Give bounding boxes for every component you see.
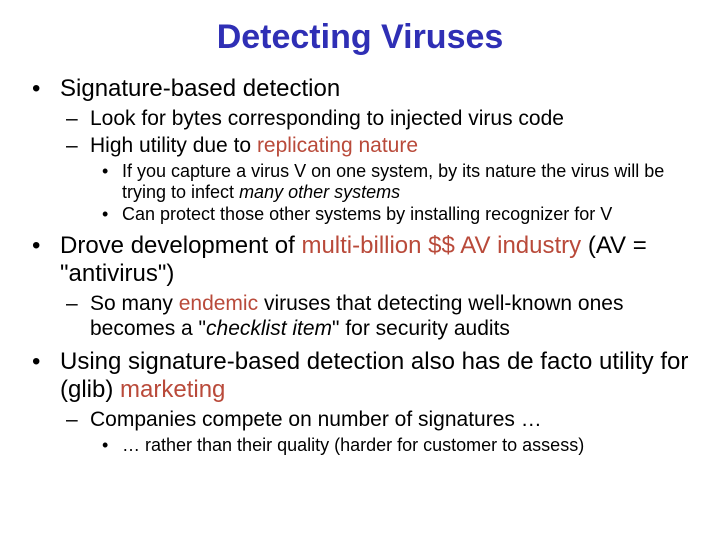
bullet-sublist: •If you capture a virus V on one system,… <box>30 161 690 226</box>
bullet-sublist: –Companies compete on number of signatur… <box>30 408 690 456</box>
bullet-mark: • <box>102 161 122 182</box>
accent-text: multi-billion $$ AV industry <box>301 232 581 259</box>
bullet-text: Companies compete on number of signature… <box>90 408 690 433</box>
bullet-text: If you capture a virus V on one system, … <box>122 161 690 203</box>
slide-title: Detecting Viruses <box>30 18 690 57</box>
bullet-list: •Signature-based detection–Look for byte… <box>30 75 690 456</box>
accent-text: replicating nature <box>257 134 418 157</box>
bullet-text: Can protect those other systems by insta… <box>122 204 690 225</box>
bullet-mark: – <box>66 408 90 433</box>
bullet-l3: •… rather than their quality (harder for… <box>30 435 690 456</box>
text-run: Can protect those other systems by insta… <box>122 204 612 224</box>
bullet-mark: • <box>102 204 122 225</box>
text-run: Signature-based detection <box>60 75 340 102</box>
bullet-l2: –Companies compete on number of signatur… <box>30 408 690 456</box>
text-run: Look for bytes corresponding to injected… <box>90 107 564 130</box>
bullet-text: Drove development of multi-billion $$ AV… <box>60 232 690 289</box>
bullet-l2: –Look for bytes corresponding to injecte… <box>30 107 690 132</box>
text-run: … rather than their quality (harder for … <box>122 435 584 455</box>
bullet-mark: • <box>30 348 60 376</box>
bullet-sublist: –Look for bytes corresponding to injecte… <box>30 107 690 225</box>
text-run: " for security audits <box>332 317 510 340</box>
bullet-text: So many endemic viruses that detecting w… <box>90 292 690 342</box>
bullet-text: Signature-based detection <box>60 75 690 103</box>
bullet-l2: –So many endemic viruses that detecting … <box>30 292 690 342</box>
text-run: High utility due to <box>90 134 257 157</box>
bullet-text: High utility due to replicating nature <box>90 134 690 159</box>
accent-text: endemic <box>179 292 258 315</box>
slide: Detecting Viruses •Signature-based detec… <box>0 0 720 540</box>
text-run: So many <box>90 292 179 315</box>
bullet-mark: – <box>66 107 90 132</box>
bullet-mark: • <box>30 232 60 260</box>
text-run: Drove development of <box>60 232 301 259</box>
italic-text: many other systems <box>239 182 400 202</box>
bullet-mark: – <box>66 292 90 317</box>
bullet-sublist: •… rather than their quality (harder for… <box>30 435 690 456</box>
bullet-l1: •Drove development of multi-billion $$ A… <box>30 232 690 342</box>
accent-text: marketing <box>120 376 225 403</box>
bullet-l1: •Using signature-based detection also ha… <box>30 348 690 457</box>
text-run: Companies compete on number of signature… <box>90 408 542 431</box>
bullet-l3: •Can protect those other systems by inst… <box>30 204 690 225</box>
bullet-mark: • <box>102 435 122 456</box>
bullet-mark: – <box>66 134 90 159</box>
bullet-text: Using signature-based detection also has… <box>60 348 690 405</box>
bullet-text: … rather than their quality (harder for … <box>122 435 690 456</box>
bullet-sublist: –So many endemic viruses that detecting … <box>30 292 690 342</box>
bullet-mark: • <box>30 75 60 103</box>
bullet-l1: •Signature-based detection–Look for byte… <box>30 75 690 226</box>
bullet-l3: •If you capture a virus V on one system,… <box>30 161 690 203</box>
bullet-l2: –High utility due to replicating nature•… <box>30 134 690 225</box>
bullet-text: Look for bytes corresponding to injected… <box>90 107 690 132</box>
italic-text: checklist item <box>206 317 332 340</box>
